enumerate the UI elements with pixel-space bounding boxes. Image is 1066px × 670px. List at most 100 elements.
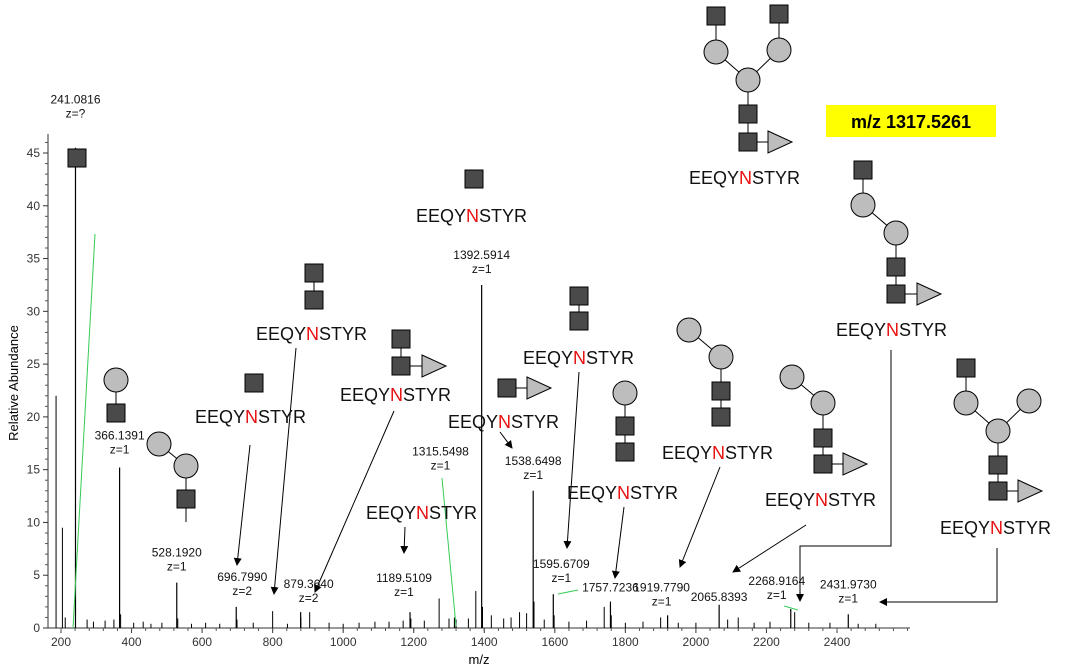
- hexnac-square-icon: [956, 358, 976, 378]
- y-tick-label: 5: [33, 568, 40, 582]
- hexnac-square-icon: [615, 416, 635, 436]
- fucose-triangle-icon: [916, 282, 943, 306]
- hexnac-square-icon: [813, 454, 833, 474]
- y-tick-label: 45: [27, 146, 41, 160]
- minor-peaks: [55, 395, 877, 628]
- precursor-highlight: m/z 1317.5261: [826, 105, 996, 137]
- x-tick-label: 200: [51, 635, 71, 649]
- peptide-label-879-b: EEQYNSTYR: [340, 385, 451, 405]
- peak-mz-label: 2268.9164: [748, 574, 805, 588]
- peptide-label-2268: EEQYNSTYR: [836, 320, 947, 340]
- hexnac-square-icon: [813, 428, 833, 448]
- peak-mz-label: 2065.8393: [691, 590, 748, 604]
- hexnac-square-icon: [706, 6, 726, 26]
- connector-1315: [441, 477, 457, 627]
- peak-mz-label: 241.0816: [50, 93, 100, 107]
- hex-circle-icon: [708, 344, 734, 370]
- hexnac-square-icon: [176, 489, 196, 509]
- hex-circle-icon: [612, 380, 638, 406]
- hex-circle-icon: [779, 364, 805, 390]
- peak-charge-label: z=?: [66, 107, 86, 121]
- hexnac-square-icon: [391, 356, 411, 376]
- hexnac-square-icon: [988, 455, 1008, 475]
- x-tick-label: 1800: [612, 635, 639, 649]
- x-tick-label: 800: [263, 635, 283, 649]
- hexnac-square-icon: [738, 104, 758, 124]
- peak-mz-label: 1538.6498: [505, 454, 562, 468]
- y-tick-label: 40: [27, 199, 41, 213]
- fucose-triangle-icon: [526, 376, 553, 400]
- precursor-mz-label: m/z 1317.5261: [851, 112, 971, 132]
- hexnac-square-icon: [853, 160, 873, 180]
- arrow-879-a: [270, 347, 297, 595]
- peptide-label-1392: EEQYNSTYR: [416, 206, 527, 226]
- arrow-2268: [796, 350, 892, 602]
- x-tick-label: 1000: [330, 635, 357, 649]
- fucose-triangle-icon: [767, 130, 794, 154]
- y-axis-label: Relative Abundance: [6, 325, 21, 441]
- fucose-triangle-icon: [1017, 479, 1044, 503]
- peak-charge-label: z=1: [551, 571, 571, 585]
- hexnac-square-icon: [304, 290, 324, 310]
- peak-charge-label: z=1: [652, 594, 672, 608]
- arrow-1757: [611, 506, 625, 579]
- peptide-label-1595: EEQYNSTYR: [523, 348, 634, 368]
- peak-charge-label: z=1: [394, 585, 414, 599]
- hexnac-square-icon: [738, 132, 758, 152]
- peak-charge-label: z=1: [431, 458, 451, 472]
- hex-circle-icon: [735, 67, 761, 93]
- labeled-peaks: [74, 147, 849, 628]
- peak-mz-label: 1595.6709: [533, 557, 590, 571]
- hex-circle-icon: [985, 418, 1011, 444]
- peak-charge-label: z=1: [167, 560, 187, 574]
- connector-2268: [783, 605, 799, 611]
- y-tick-label: 0: [33, 621, 40, 635]
- green-connectors: [72, 233, 799, 629]
- peptide-label-696: EEQYNSTYR: [195, 407, 306, 427]
- y-tick-label: 20: [27, 410, 41, 424]
- glycan-structures: [67, 4, 1044, 522]
- hexnac-square-icon: [244, 373, 264, 393]
- hex-circle-icon: [766, 37, 792, 63]
- hexnac-square-icon: [67, 148, 87, 168]
- peak-charge-label: z=1: [472, 262, 492, 276]
- hexnac-square-icon: [569, 286, 589, 306]
- x-tick-label: 1600: [541, 635, 568, 649]
- x-tick-label: 600: [192, 635, 212, 649]
- x-tick-label: 2200: [753, 635, 780, 649]
- peak-mz-label: 1392.5914: [453, 248, 510, 262]
- peak-mz-label: 696.7990: [217, 570, 267, 584]
- arrow-696: [233, 444, 251, 566]
- hex-circle-icon: [103, 367, 129, 393]
- hexnac-square-icon: [615, 442, 635, 462]
- hex-circle-icon: [883, 220, 909, 246]
- peak-mz-label: 1919.7790: [633, 580, 690, 594]
- arrow-1919: [678, 466, 721, 568]
- hexnac-square-icon: [106, 403, 126, 423]
- peak-charge-label: z=2: [232, 584, 252, 598]
- connector-241: [72, 233, 96, 629]
- y-tick-label: 35: [27, 252, 41, 266]
- peak-mz-label: 1757.7236: [582, 581, 639, 595]
- peak-charge-label: z=2: [299, 591, 319, 605]
- y-tick-label: 10: [27, 515, 41, 529]
- arrow-1595: [563, 371, 580, 549]
- y-tick-label: 25: [27, 357, 41, 371]
- hexnac-square-icon: [711, 381, 731, 401]
- x-tick-label: 400: [122, 635, 142, 649]
- axis-ticks: 200 400 600 800 1000 1200 1400 1600 1800 2000 2200…: [27, 141, 909, 649]
- hexnac-square-icon: [769, 4, 789, 24]
- hexnac-square-icon: [711, 407, 731, 427]
- arrow-879-b: [314, 410, 395, 593]
- hex-circle-icon: [810, 390, 836, 416]
- arrow-2065: [732, 524, 807, 573]
- connector-1595: [557, 589, 579, 595]
- x-axis-label: m/z: [469, 652, 490, 667]
- hexnac-square-icon: [569, 311, 589, 331]
- hexnac-square-icon: [886, 257, 906, 277]
- x-tick-label: 2400: [824, 635, 851, 649]
- hexnac-square-icon: [886, 284, 906, 304]
- hex-circle-icon: [173, 453, 199, 479]
- highlight-box: [826, 105, 996, 137]
